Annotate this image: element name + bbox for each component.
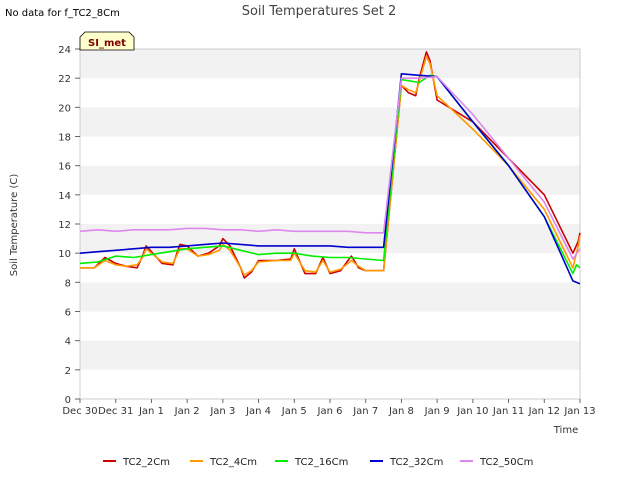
grid-band	[80, 107, 580, 137]
x-tick-label: Jan 7	[352, 406, 378, 417]
x-tick-label: Jan 2	[174, 406, 200, 417]
y-tick-label: 4	[65, 337, 71, 348]
x-tick-label: Jan 4	[245, 406, 271, 417]
grid-band	[80, 369, 580, 399]
grid-band	[80, 78, 580, 108]
chart-title: Soil Temperatures Set 2	[242, 4, 397, 19]
y-tick-label: 24	[58, 45, 71, 56]
y-tick-label: 8	[65, 278, 71, 289]
y-tick-label: 22	[58, 74, 71, 85]
x-tick-label: Jan 3	[209, 406, 235, 417]
x-tick-label: Jan 13	[563, 406, 595, 417]
y-tick-label: 0	[65, 395, 71, 406]
x-tick-label: Jan 5	[281, 406, 307, 417]
legend-label: TC2_4Cm	[209, 457, 257, 468]
x-tick-label: Dec 30	[62, 406, 97, 417]
series-line-TC2_50Cm	[79, 75, 581, 260]
legend: TC2_2Cm TC2_4Cm TC2_16Cm TC2_32Cm TC2_50Cm	[103, 457, 533, 468]
x-tick-label: Jan 11	[492, 406, 524, 417]
grid-band	[80, 49, 580, 79]
y-tick-label: 14	[58, 191, 71, 202]
legend-label: TC2_32Cm	[389, 457, 443, 468]
x-tick-label: Jan 10	[456, 406, 488, 417]
x-tick-label: Jan 6	[317, 406, 343, 417]
grid-band	[80, 340, 580, 370]
x-tick-label: Jan 12	[528, 406, 560, 417]
site-annotation-box	[79, 31, 135, 51]
y-tick-label: 10	[58, 249, 71, 260]
y-tick-label: 2	[65, 366, 71, 377]
series-lines	[79, 51, 581, 285]
y-tick-label: 20	[58, 103, 71, 114]
x-tick-label: Jan 9	[424, 406, 450, 417]
y-axis-label: Soil Temperature (C)	[9, 174, 20, 277]
x-axis-label: Time	[553, 425, 578, 436]
y-tick-label: 18	[58, 133, 71, 144]
site-annotation-label: SI_met	[88, 38, 126, 49]
x-tick-label: Jan 8	[388, 406, 414, 417]
grid-bands	[80, 49, 580, 399]
x-tick-label: Jan 1	[138, 406, 164, 417]
site-annotation: SI_met	[79, 31, 135, 51]
y-tick-label: 6	[65, 308, 71, 319]
no-data-note: No data for f_TC2_8Cm	[5, 8, 120, 19]
grid-band	[80, 165, 580, 195]
y-tick-label: 16	[58, 162, 71, 173]
y-tick-label: 12	[58, 220, 71, 231]
series-line-TC2_2Cm	[80, 51, 581, 279]
series-line-TC2_32Cm	[79, 73, 581, 285]
grid-band	[80, 282, 580, 312]
legend-label: TC2_16Cm	[294, 457, 348, 468]
grid-band	[80, 224, 580, 254]
legend-label: TC2_50Cm	[479, 457, 533, 468]
x-ticks: Dec 30 Dec 31 Jan 1 Jan 2 Jan 3 Jan 4 Jan 5 Jan…	[62, 399, 596, 417]
legend-label: TC2_2Cm	[122, 457, 170, 468]
grid-band	[80, 194, 580, 224]
grid-band	[80, 311, 580, 341]
x-tick-label: Dec 31	[98, 406, 133, 417]
